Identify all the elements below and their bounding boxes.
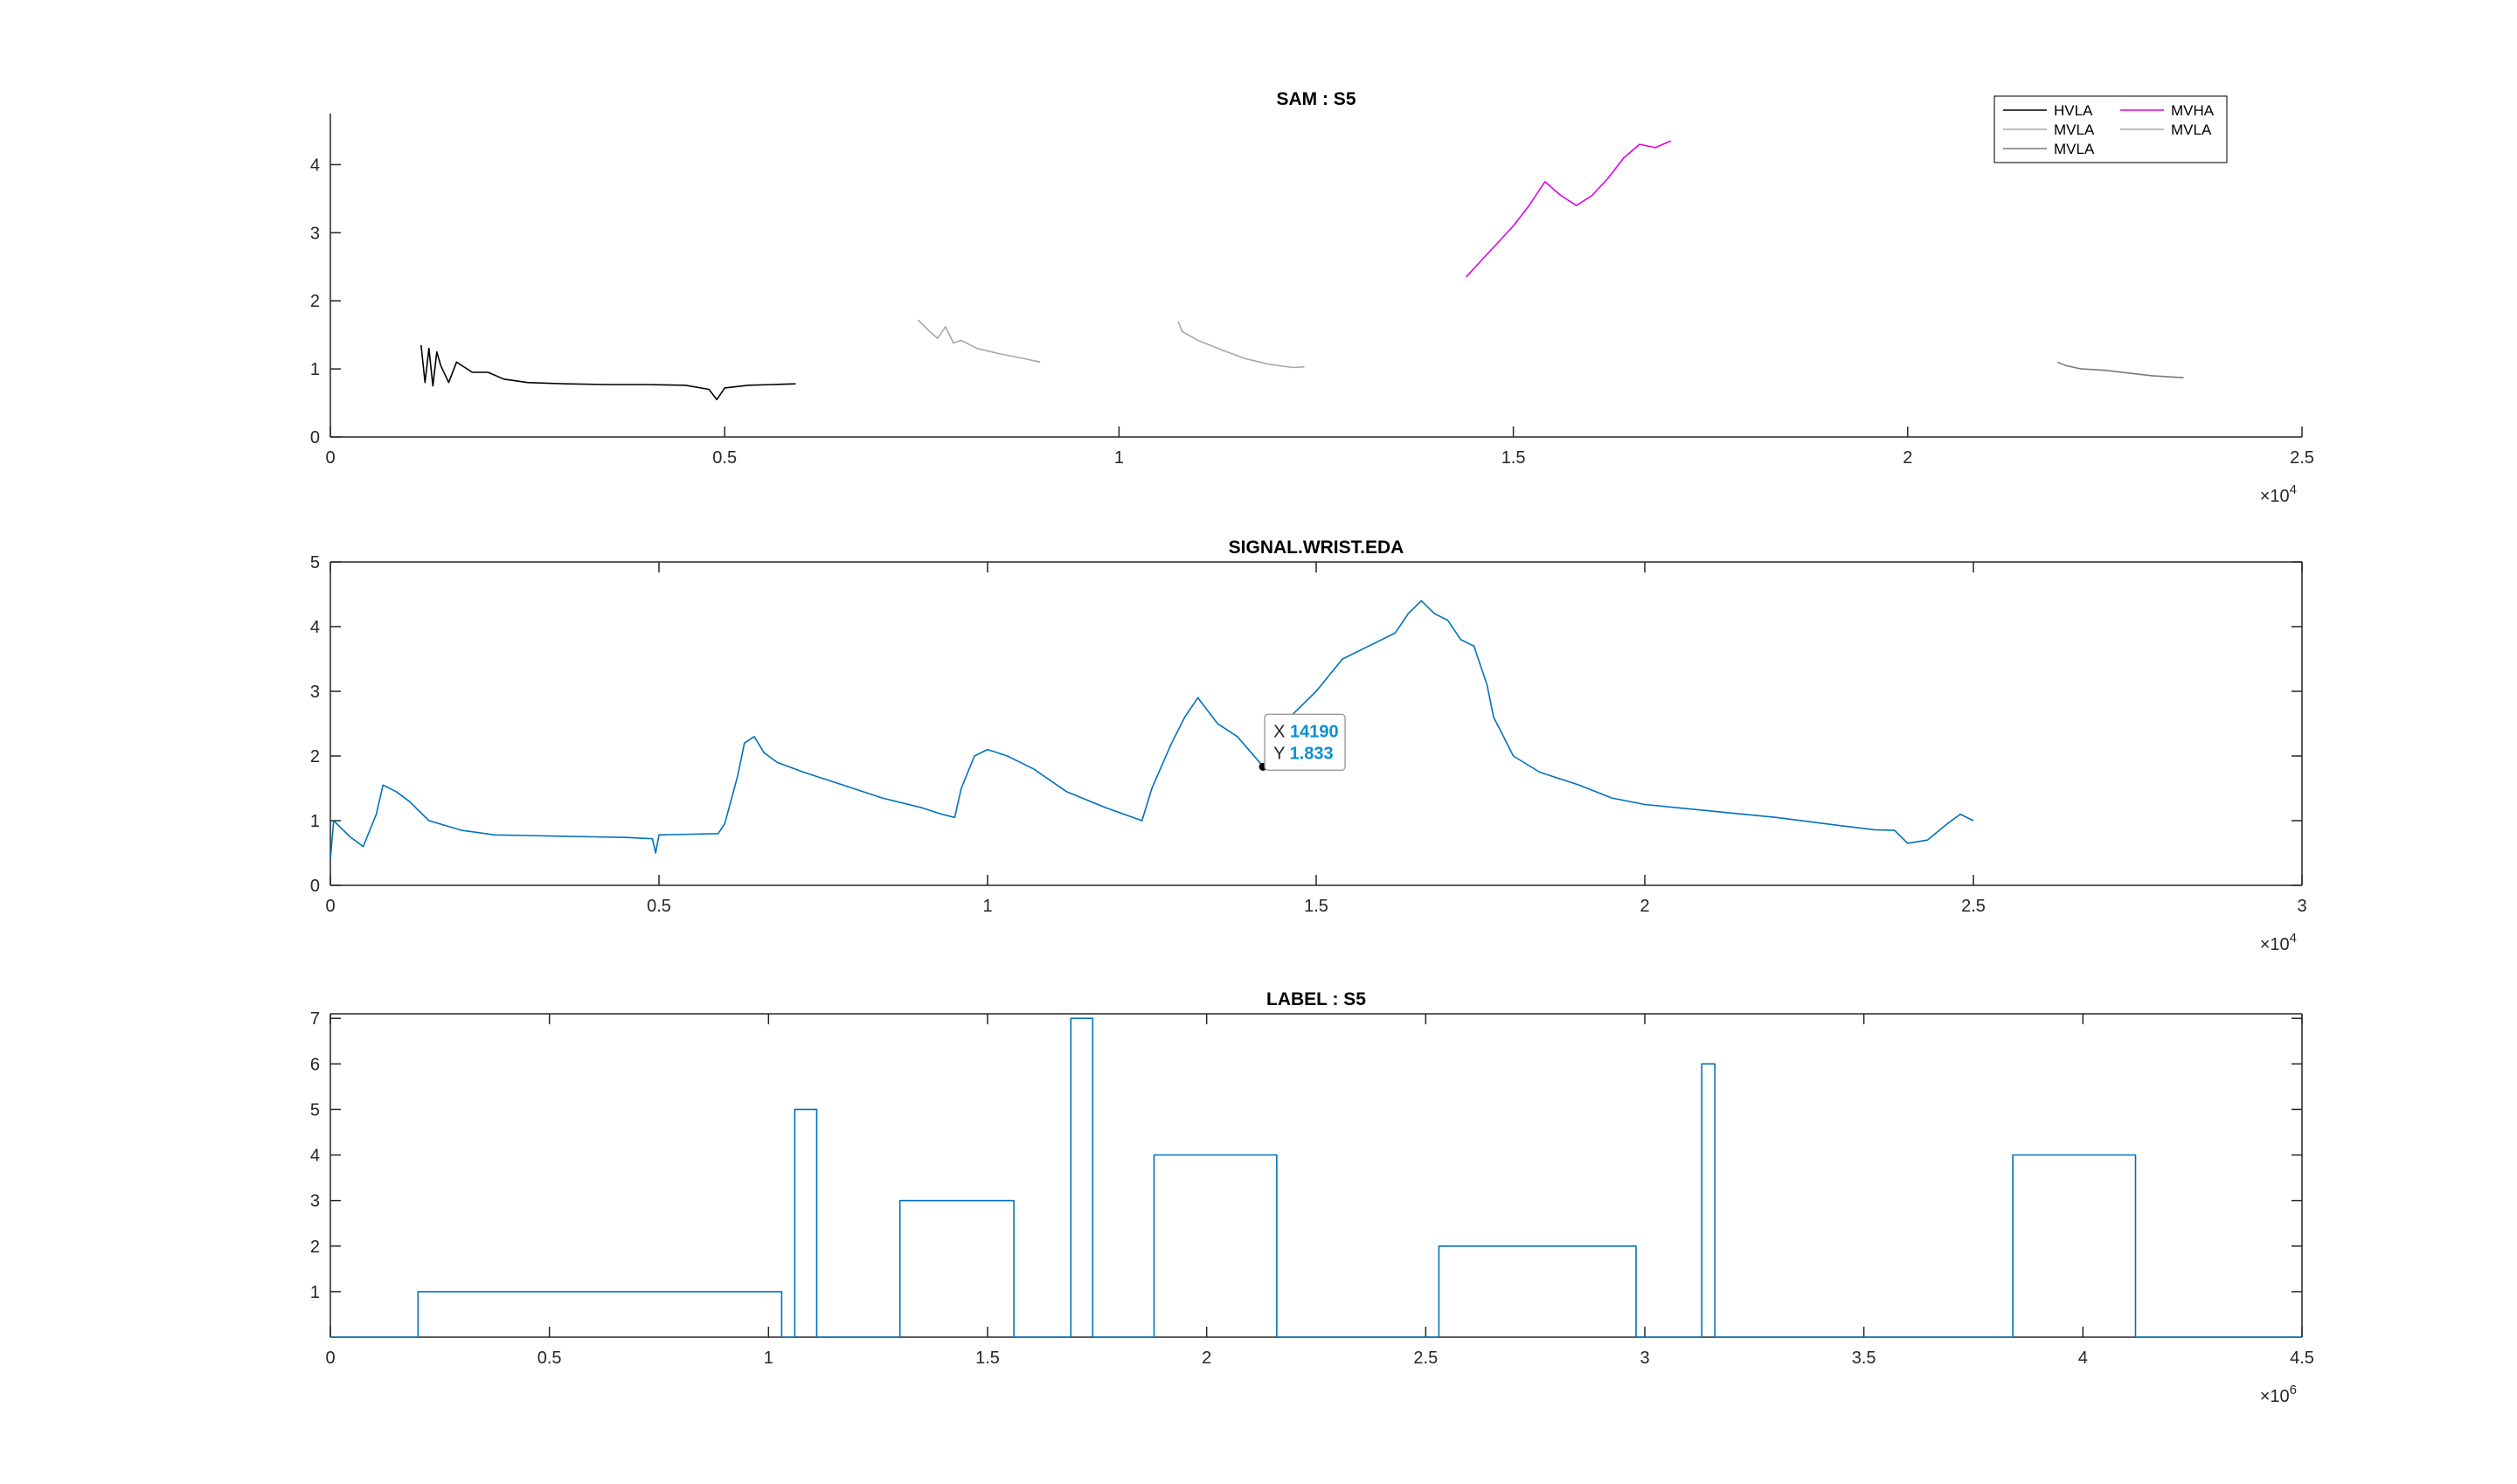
sam-x-tick-label: 0 bbox=[325, 448, 335, 468]
eda-y-tick-label: 1 bbox=[310, 812, 320, 831]
sam-series-line-1 bbox=[917, 319, 1041, 364]
sam-x-tick-label: 1.5 bbox=[1501, 448, 1526, 468]
sam-y-tick-label: 4 bbox=[310, 156, 320, 175]
eda-x-tick-label: 2.5 bbox=[1961, 897, 1986, 916]
sam-series-line-3 bbox=[1465, 140, 1672, 278]
sam-series-line-0 bbox=[420, 344, 796, 401]
sam-x-tick-label: 0.5 bbox=[712, 448, 737, 468]
sam-y-tick-label: 2 bbox=[310, 292, 320, 311]
label-x-tick-label: 1 bbox=[764, 1349, 773, 1368]
eda-x-tick-label: 0 bbox=[325, 897, 335, 916]
label-series-line-0 bbox=[330, 1017, 2302, 1338]
sam-x-exponent-base: ×10 bbox=[2260, 487, 2290, 506]
label-x-tick-label: 2.5 bbox=[1413, 1349, 1438, 1368]
axes-signal-wrist-eda: 0 0.5 1 1.5 2 2.5 3012345×104SIGNAL.WRIST.EDAX… bbox=[310, 537, 2307, 954]
sam-y-tick-label: 0 bbox=[310, 428, 320, 447]
sam-x-exponent-power: 4 bbox=[2290, 482, 2297, 497]
legend-label-2: MVLA bbox=[2054, 121, 2095, 138]
label-x-tick-label: 4 bbox=[2078, 1349, 2088, 1368]
eda-y-tick-label: 5 bbox=[310, 553, 320, 572]
legend-label-0: HVLA bbox=[2054, 102, 2093, 119]
sam-y-tick-label: 3 bbox=[310, 224, 320, 243]
sam-series-line-4 bbox=[2056, 361, 2184, 378]
label-title: LABEL : S5 bbox=[1266, 989, 1366, 1009]
eda-x-tick-label: 1 bbox=[982, 897, 992, 916]
sam-title: SAM : S5 bbox=[1276, 89, 1356, 109]
label-y-tick-label: 3 bbox=[310, 1192, 320, 1211]
eda-x-exponent-base: ×10 bbox=[2260, 935, 2290, 954]
label-x-tick-label: 1.5 bbox=[975, 1349, 1000, 1368]
label-x-exponent: ×106 bbox=[2260, 1383, 2297, 1406]
datatip-y-row: Y 1.833 bbox=[1273, 744, 1334, 763]
label-y-tick-label: 5 bbox=[310, 1100, 320, 1120]
legend-label-3: MVLA bbox=[2171, 121, 2212, 138]
label-y-tick-label: 7 bbox=[310, 1009, 320, 1029]
label-x-tick-label: 3 bbox=[1640, 1349, 1649, 1368]
label-x-tick-label: 0.5 bbox=[537, 1349, 562, 1368]
eda-y-tick-label: 0 bbox=[310, 877, 320, 896]
eda-title: SIGNAL.WRIST.EDA bbox=[1229, 537, 1404, 558]
sam-x-tick-label: 1 bbox=[1114, 448, 1124, 468]
label-x-exponent-power: 6 bbox=[2290, 1383, 2297, 1397]
eda-x-exponent: ×104 bbox=[2260, 931, 2297, 954]
label-x-tick-label: 4.5 bbox=[2290, 1349, 2314, 1368]
eda-x-tick-label: 1.5 bbox=[1304, 897, 1328, 916]
eda-x-tick-label: 2 bbox=[1640, 897, 1649, 916]
datatip-y-value: 1.833 bbox=[1290, 744, 1334, 763]
label-y-tick-label: 6 bbox=[310, 1055, 320, 1074]
sam-x-tick-label: 2 bbox=[1903, 448, 1912, 468]
eda-y-tick-label: 3 bbox=[310, 683, 320, 702]
sam-y-tick-label: 1 bbox=[310, 360, 320, 379]
datatip-y-label: Y bbox=[1273, 744, 1290, 763]
label-x-tick-label: 2 bbox=[1202, 1349, 1211, 1368]
label-x-exponent-base: ×10 bbox=[2260, 1387, 2290, 1406]
label-y-tick-label: 2 bbox=[310, 1238, 320, 1257]
eda-x-tick-label: 3 bbox=[2297, 897, 2306, 916]
eda-x-exponent-power: 4 bbox=[2290, 931, 2297, 946]
label-y-tick-label: 4 bbox=[310, 1147, 320, 1166]
legend-label-1: MVHA bbox=[2171, 102, 2215, 119]
eda-y-tick-label: 4 bbox=[310, 618, 320, 637]
sam-x-tick-label: 2.5 bbox=[2290, 448, 2314, 468]
eda-y-tick-label: 2 bbox=[310, 747, 320, 766]
datatip-x-label: X bbox=[1273, 722, 1290, 741]
eda-series-line-0 bbox=[329, 600, 1974, 860]
sam-x-exponent: ×104 bbox=[2260, 482, 2297, 506]
label-x-tick-label: 0 bbox=[325, 1349, 335, 1368]
datatip-box bbox=[1264, 713, 1346, 772]
sam-series-line-2 bbox=[1177, 321, 1305, 369]
datatip-x-row: X 14190 bbox=[1273, 722, 1339, 741]
label-x-tick-label: 3.5 bbox=[1852, 1349, 1876, 1368]
eda-x-tick-label: 0.5 bbox=[647, 897, 671, 916]
label-y-tick-label: 1 bbox=[310, 1283, 320, 1302]
legend-label-4: MVLA bbox=[2054, 141, 2095, 157]
datatip-x-value: 14190 bbox=[1290, 722, 1339, 741]
